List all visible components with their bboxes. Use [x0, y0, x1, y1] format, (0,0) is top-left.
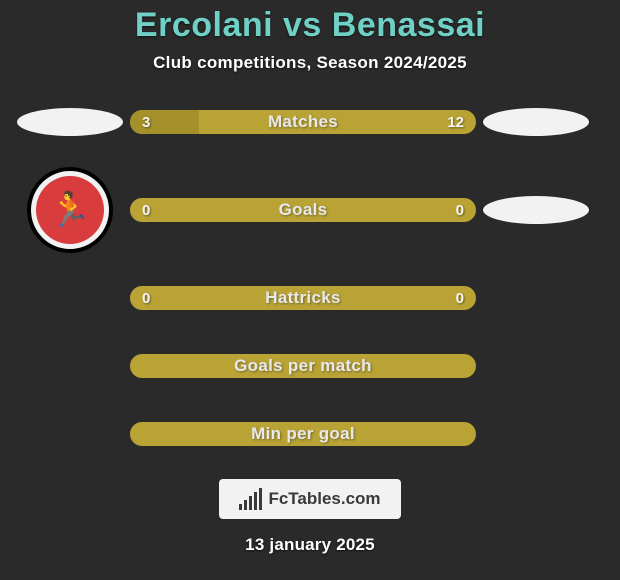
right-team-marker — [476, 187, 596, 233]
left-spacer — [10, 343, 130, 389]
stat-row-goals: 🏃 0 Goals 0 — [0, 167, 620, 253]
bars-icon — [239, 488, 262, 510]
left-team-marker — [10, 99, 130, 145]
bar-track: 0 Hattricks 0 — [130, 286, 476, 310]
bar-label: Goals — [130, 198, 476, 222]
attribution-row: FcTables.com — [0, 479, 620, 519]
ellipse-icon — [17, 108, 123, 136]
stat-bar: 0 Goals 0 — [130, 198, 476, 222]
page-title: Ercolani vs Benassai — [0, 6, 620, 45]
stat-row-hattricks: 0 Hattricks 0 — [0, 275, 620, 321]
fctables-logo: FcTables.com — [219, 479, 400, 519]
left-team-badge: 🏃 — [10, 167, 130, 253]
left-spacer — [10, 411, 130, 457]
snapshot-date: 13 january 2025 — [0, 535, 620, 555]
stat-bar: 0 Hattricks 0 — [130, 286, 476, 310]
bar-label: Hattricks — [130, 286, 476, 310]
club-badge-inner: 🏃 — [36, 176, 104, 244]
right-team-marker — [476, 99, 596, 145]
bar-track: Min per goal — [130, 422, 476, 446]
bar-value-right: 12 — [447, 110, 464, 134]
bar-track: 0 Goals 0 — [130, 198, 476, 222]
club-badge-glyph: 🏃 — [49, 190, 91, 230]
club-badge-icon: 🏃 — [27, 167, 113, 253]
stat-bar: Goals per match — [130, 354, 476, 378]
bar-track: Goals per match — [130, 354, 476, 378]
right-spacer — [476, 411, 596, 457]
right-spacer — [476, 275, 596, 321]
stat-bar: 3 Matches 12 — [130, 110, 476, 134]
left-spacer — [10, 275, 130, 321]
bar-label: Matches — [130, 110, 476, 134]
fctables-text: FcTables.com — [268, 489, 380, 509]
subtitle: Club competitions, Season 2024/2025 — [0, 53, 620, 73]
stat-bar: Min per goal — [130, 422, 476, 446]
bar-label: Min per goal — [130, 422, 476, 446]
stat-row-matches: 3 Matches 12 — [0, 99, 620, 145]
bar-track: 3 Matches 12 — [130, 110, 476, 134]
right-spacer — [476, 343, 596, 389]
bar-label: Goals per match — [130, 354, 476, 378]
stat-row-goals-per-match: Goals per match — [0, 343, 620, 389]
ellipse-icon — [483, 108, 589, 136]
infographic-root: Ercolani vs Benassai Club competitions, … — [0, 0, 620, 555]
stat-row-min-per-goal: Min per goal — [0, 411, 620, 457]
ellipse-icon — [483, 196, 589, 224]
bar-value-right: 0 — [456, 198, 464, 222]
bar-value-right: 0 — [456, 286, 464, 310]
